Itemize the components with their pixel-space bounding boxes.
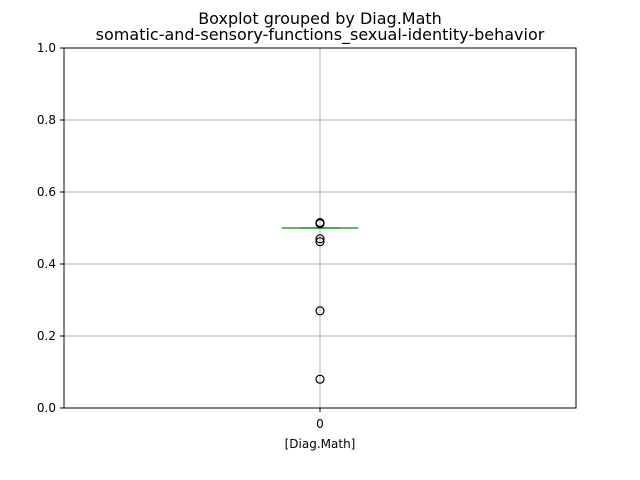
- axis-ticks: 0.0 0.2 0.4 0.6 0.8 1.0 0: [37, 41, 324, 431]
- y-tick-label: 0.2: [37, 329, 56, 343]
- y-tick-label: 0.6: [37, 185, 56, 199]
- outlier-point: [315, 219, 325, 229]
- outlier-point: [315, 234, 325, 244]
- y-tick-label: 0.8: [37, 113, 56, 127]
- box-elements: [281, 218, 359, 384]
- chart-title: Boxplot grouped by Diag.Math: [198, 9, 442, 28]
- y-tick-label: 0.4: [37, 257, 56, 271]
- x-axis-label: [Diag.Math]: [285, 437, 356, 451]
- outlier-point: [315, 374, 325, 384]
- chart-subtitle: somatic-and-sensory-functions_sexual-ide…: [96, 25, 545, 45]
- outlier-point: [315, 306, 325, 316]
- y-tick-label: 1.0: [37, 41, 56, 55]
- x-tick-label: 0: [316, 417, 324, 431]
- y-tick-label: 0.0: [37, 401, 56, 415]
- outlier-point: [315, 237, 325, 247]
